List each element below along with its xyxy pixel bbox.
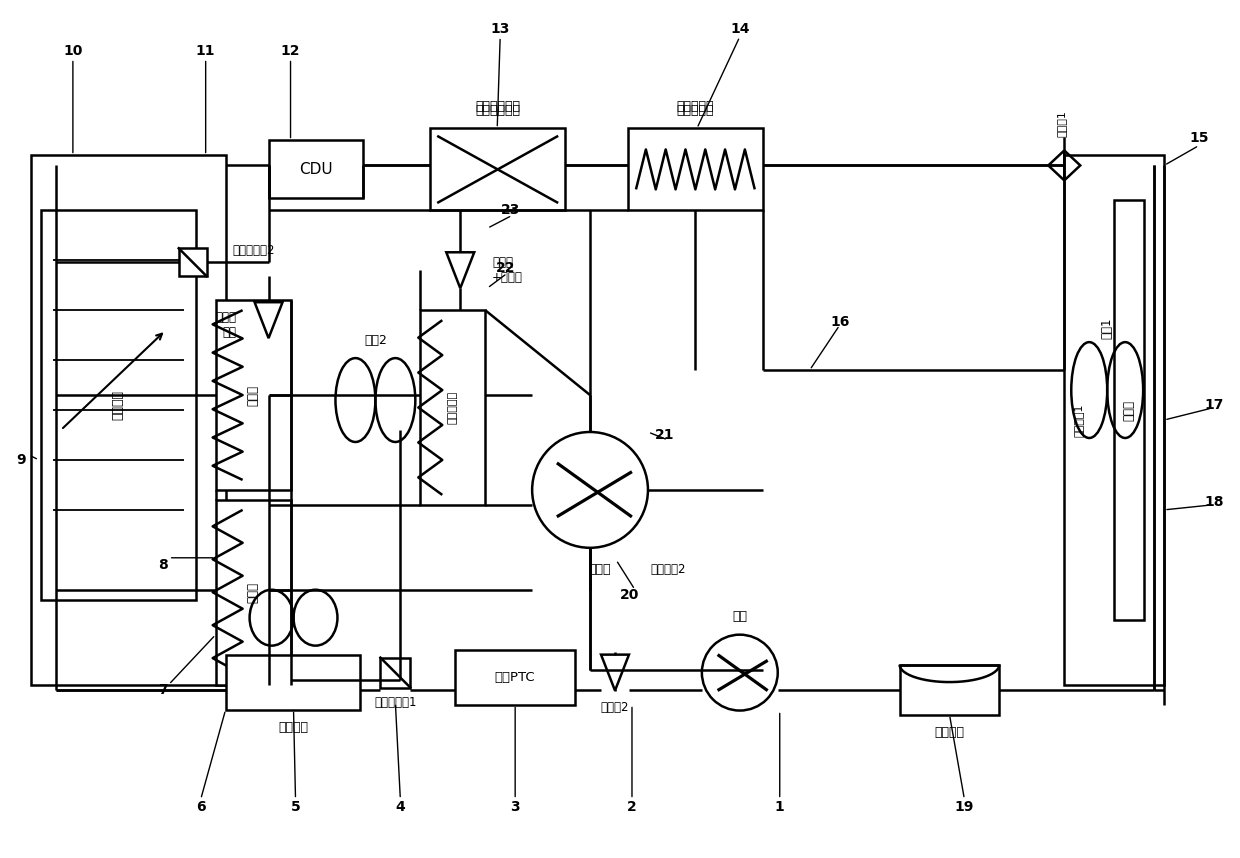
Text: 17: 17 — [1204, 398, 1224, 412]
Bar — [899, 665, 999, 715]
Text: 13: 13 — [491, 21, 510, 36]
Text: CDU: CDU — [299, 162, 332, 177]
Text: 16: 16 — [830, 315, 849, 329]
Text: 4: 4 — [396, 801, 405, 814]
Text: 水冷冷凝器: 水冷冷凝器 — [677, 100, 714, 113]
Text: 旁通水管1: 旁通水管1 — [1074, 403, 1084, 437]
Text: 电子膨
胀阀: 电子膨 胀阀 — [216, 311, 237, 339]
Text: 回热器: 回热器 — [247, 582, 259, 602]
Bar — [1064, 155, 1164, 685]
Text: 旁通水管2: 旁通水管2 — [650, 563, 686, 577]
Bar — [216, 500, 290, 685]
Text: 三通阀2: 三通阀2 — [600, 701, 629, 714]
Text: 水温传感器2: 水温传感器2 — [233, 244, 275, 257]
Text: 7: 7 — [157, 683, 167, 697]
Text: 动力电池: 动力电池 — [112, 390, 125, 420]
Text: 水冷冷凝器: 水冷冷凝器 — [677, 104, 714, 117]
Text: 水温传感器1: 水温传感器1 — [374, 696, 417, 709]
Text: 暖风芯体: 暖风芯体 — [278, 721, 308, 734]
Text: 风机2: 风机2 — [365, 334, 387, 347]
Text: 膨胀水箱: 膨胀水箱 — [935, 726, 965, 739]
Bar — [381, 657, 410, 687]
Text: 6: 6 — [196, 801, 206, 814]
Text: 电动机冷却器: 电动机冷却器 — [475, 104, 521, 117]
Text: 14: 14 — [730, 21, 749, 36]
Bar — [455, 650, 575, 704]
Bar — [226, 655, 361, 710]
Text: 5: 5 — [290, 801, 300, 814]
Text: 水暖PTC: 水暖PTC — [495, 671, 536, 684]
Text: 风机1: 风机1 — [1101, 317, 1114, 339]
Text: 22: 22 — [496, 261, 515, 275]
Text: 三通阀1: 三通阀1 — [1056, 110, 1066, 137]
Bar — [41, 210, 196, 600]
Text: 9: 9 — [16, 453, 26, 467]
Text: 压缩机: 压缩机 — [589, 563, 611, 577]
Text: 10: 10 — [63, 44, 83, 57]
Bar — [420, 311, 485, 505]
Text: 23: 23 — [501, 203, 520, 217]
Bar — [1115, 201, 1145, 619]
Text: 冷却器: 冷却器 — [247, 384, 259, 406]
Text: 3: 3 — [511, 801, 520, 814]
Text: 19: 19 — [955, 801, 975, 814]
Text: 11: 11 — [196, 44, 216, 57]
Text: 18: 18 — [1204, 495, 1224, 509]
Bar — [179, 248, 207, 276]
Bar — [31, 155, 226, 685]
Text: 空调蒸发器: 空调蒸发器 — [448, 391, 458, 424]
Text: 2: 2 — [627, 801, 637, 814]
Bar — [430, 129, 565, 210]
Text: 8: 8 — [157, 558, 167, 571]
Bar — [627, 129, 763, 210]
Text: 12: 12 — [280, 44, 300, 57]
Text: 散热器: 散热器 — [1122, 400, 1136, 420]
Bar — [269, 141, 363, 198]
Bar — [216, 300, 290, 490]
Text: 膨胀阀
+截止阀: 膨胀阀 +截止阀 — [492, 257, 523, 284]
Text: 1: 1 — [775, 801, 785, 814]
Text: 20: 20 — [620, 588, 640, 601]
Text: 21: 21 — [655, 428, 675, 442]
Text: 电动机冷却器: 电动机冷却器 — [475, 100, 521, 113]
Text: 水泵: 水泵 — [733, 610, 748, 623]
Text: 15: 15 — [1189, 131, 1209, 146]
